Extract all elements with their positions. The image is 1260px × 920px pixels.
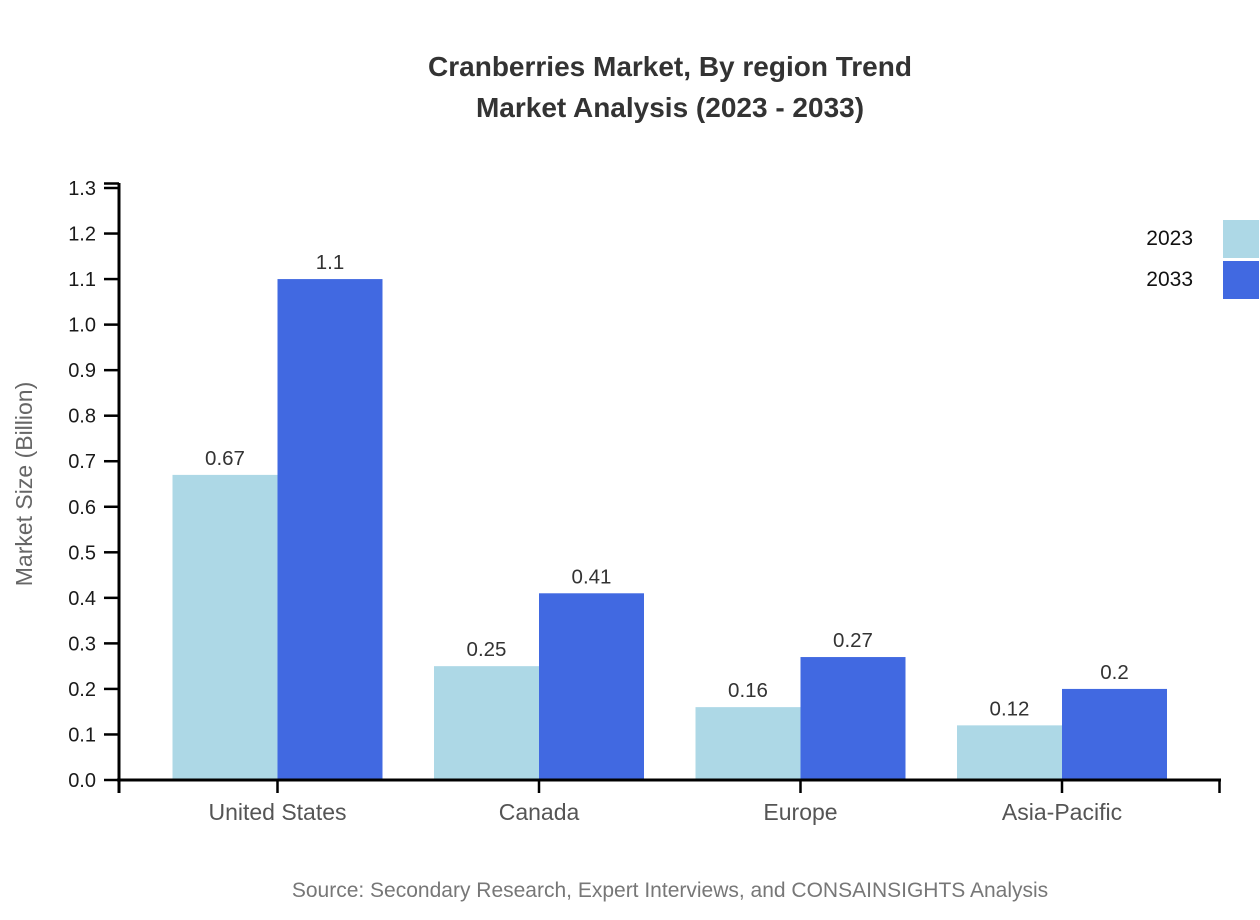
legend-label-2033: 2033 xyxy=(1146,268,1193,291)
y-tick-label: 0.2 xyxy=(68,679,96,701)
bar-value-label: 0.16 xyxy=(728,679,768,702)
bar-2033-united-states xyxy=(277,279,383,780)
chart-title-line1: Cranberries Market, By region Trend xyxy=(428,51,912,82)
bar-2023-canada xyxy=(434,666,539,780)
y-tick-label: 0.0 xyxy=(68,770,96,792)
bar-2023-europe xyxy=(695,707,801,780)
bar-2033-asia-pacific xyxy=(1062,688,1167,780)
y-tick-label: 1.3 xyxy=(68,178,96,200)
y-tick-label: 0.7 xyxy=(68,451,96,473)
category-label-asia-pacific: Asia-Pacific xyxy=(1002,799,1122,825)
bar-2033-canada xyxy=(539,593,644,780)
legend-item-2033: 2033 xyxy=(1146,261,1259,299)
category-label-united-states: United States xyxy=(208,799,346,825)
y-axis-title: Market Size (Billion) xyxy=(11,382,37,587)
y-tick-label: 1.2 xyxy=(68,224,96,246)
bar-value-label: 0.41 xyxy=(572,565,612,588)
y-tick-label: 0.4 xyxy=(68,588,96,610)
source-note: Source: Secondary Research, Expert Inter… xyxy=(291,879,1049,902)
bar-value-label: 0.12 xyxy=(990,697,1030,720)
bar-value-label: 1.1 xyxy=(316,251,345,274)
bar-2033-europe xyxy=(800,657,906,780)
legend-label-2023: 2023 xyxy=(1146,227,1193,250)
y-tick-label: 0.5 xyxy=(68,542,96,564)
bar-value-label: 0.2 xyxy=(1100,661,1129,684)
legend: 2023 2033 xyxy=(1146,220,1259,299)
category-label-europe: Europe xyxy=(763,799,837,825)
bar-value-label: 0.25 xyxy=(467,638,507,661)
bar-value-label: 0.27 xyxy=(833,629,873,652)
bar-value-label: 0.67 xyxy=(205,447,245,470)
category-label-canada: Canada xyxy=(499,799,580,825)
legend-swatch-2033 xyxy=(1223,261,1259,299)
bar-2023-asia-pacific xyxy=(957,725,1062,780)
chart-title: Cranberries Market, By region Trend Mark… xyxy=(80,46,1260,128)
y-tick-label: 0.6 xyxy=(68,497,96,519)
y-tick-label: 0.3 xyxy=(68,633,96,655)
y-tick-label: 0.1 xyxy=(68,724,96,746)
bar-2023-united-states xyxy=(172,474,278,780)
y-tick-label: 0.9 xyxy=(68,360,96,382)
legend-swatch-2023 xyxy=(1223,220,1259,258)
y-tick-label: 0.8 xyxy=(68,406,96,428)
chart-title-line2: Market Analysis (2023 - 2033) xyxy=(475,92,865,123)
legend-item-2023: 2023 xyxy=(1146,220,1259,258)
y-tick-label: 1.1 xyxy=(68,269,96,291)
y-tick-label: 1.0 xyxy=(68,315,96,337)
